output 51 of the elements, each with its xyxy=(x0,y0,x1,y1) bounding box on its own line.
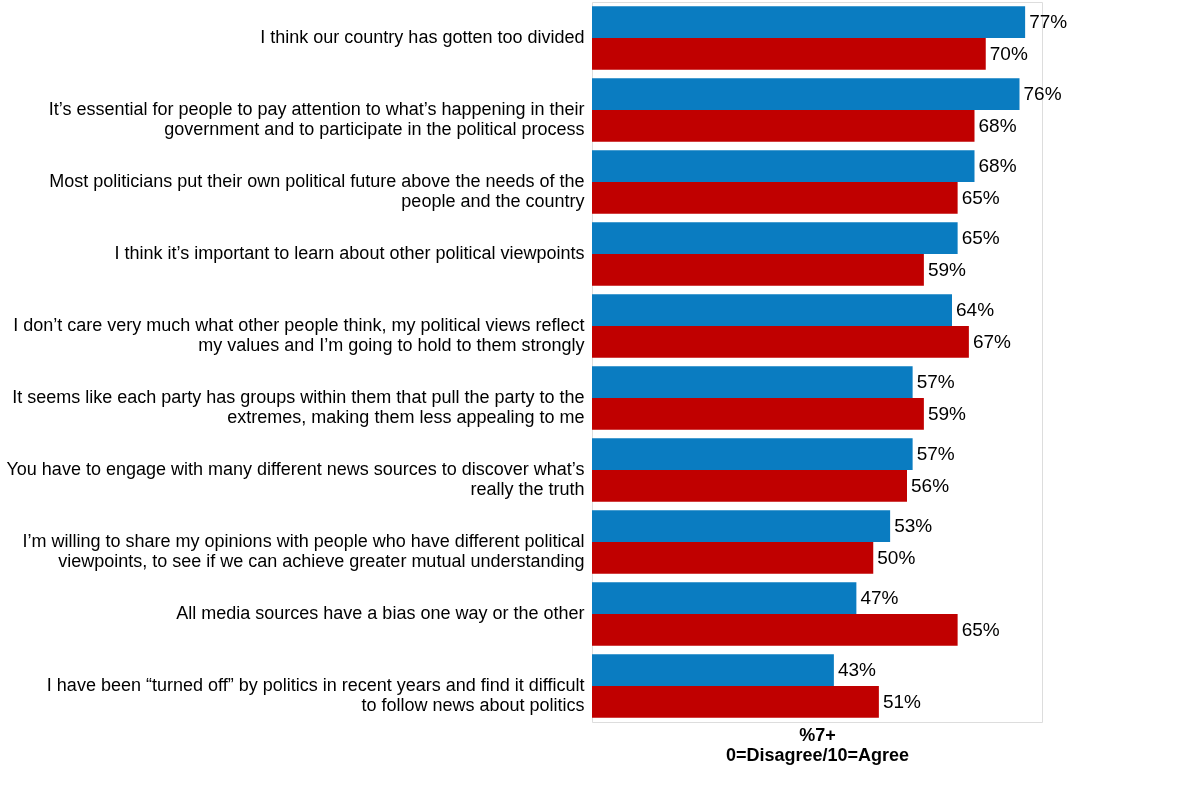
bar xyxy=(592,254,924,286)
bar xyxy=(592,78,1020,110)
data-label: 57% xyxy=(916,443,955,465)
y-tick-label: I think it’s important to learn about other political viewpoints xyxy=(114,243,585,263)
y-tick-label: It seems like each party has groups within them that pull the party to the extremes, making them less appealing to me xyxy=(12,387,585,427)
data-label: 57% xyxy=(916,371,955,393)
bar xyxy=(592,582,857,614)
bar xyxy=(592,542,874,574)
data-label: 67% xyxy=(972,330,1012,352)
bar xyxy=(592,438,913,470)
y-tick-label: You have to engage with many different news sources to discover what’s really the truth xyxy=(6,459,585,499)
data-label: 51% xyxy=(882,690,922,712)
data-label: 65% xyxy=(961,186,1000,208)
y-tick-label: Most politicians put their own political future above the needs of the people and the country xyxy=(49,171,585,211)
data-label: 43% xyxy=(837,659,877,681)
data-label: 65% xyxy=(961,227,1000,249)
bar xyxy=(592,150,975,182)
data-label: 59% xyxy=(927,258,967,280)
data-label: 65% xyxy=(961,618,1000,640)
data-label: 70% xyxy=(989,42,1028,64)
bar xyxy=(592,38,986,70)
y-tick-label: I don’t care very much what other people think, my political views reflect my values and I’m going to hold to them strongly xyxy=(13,315,585,355)
y-tick-label: All media sources have a bias one way or the other xyxy=(176,603,585,623)
y-tick-label: I have been “turned off” by politics in recent years and find it difficult to follow news about politics xyxy=(46,675,585,715)
bar xyxy=(592,182,958,214)
bar xyxy=(592,326,969,358)
bar xyxy=(592,510,891,542)
y-tick-label: I think our country has gotten too divided xyxy=(260,27,585,47)
data-label: 59% xyxy=(927,402,967,424)
data-label: 53% xyxy=(894,515,933,537)
data-label: 68% xyxy=(978,114,1017,136)
data-label: 47% xyxy=(860,587,899,609)
bar xyxy=(592,222,958,254)
data-label: 77% xyxy=(1029,11,1068,33)
bar xyxy=(592,294,952,326)
y-tick-label: I’m willing to share my opinions with people who have different political viewpoints, to see if we can achieve greater mutual understanding xyxy=(22,531,585,571)
bar xyxy=(592,398,924,430)
y-tick-label: It’s essential for people to pay attention to what’s happening in their government and to participate in the political process xyxy=(48,99,585,139)
data-label: 64% xyxy=(956,299,995,321)
bar xyxy=(592,470,907,502)
x-axis-title: %7+ 0=Disagree/10=Agree xyxy=(725,724,910,765)
data-label: 56% xyxy=(911,474,950,496)
data-label: 50% xyxy=(877,546,916,568)
bar xyxy=(592,654,834,686)
bar xyxy=(592,614,958,646)
bar xyxy=(592,686,879,718)
bar xyxy=(592,6,1026,38)
bar xyxy=(592,366,913,398)
data-label: 76% xyxy=(1023,83,1062,105)
data-label: 68% xyxy=(978,155,1017,177)
bar xyxy=(592,110,975,142)
